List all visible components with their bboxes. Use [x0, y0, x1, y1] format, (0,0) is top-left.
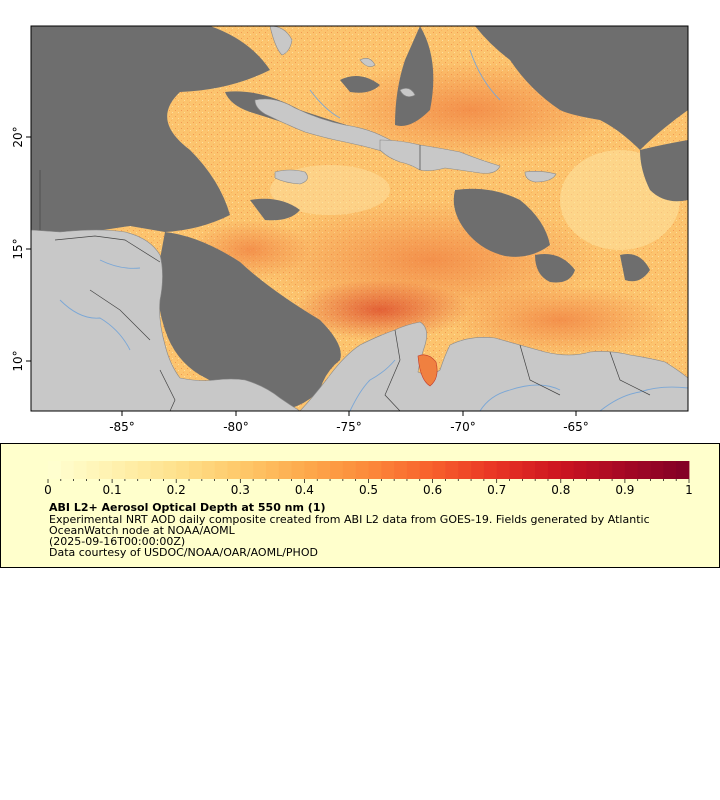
colorbar-tick-label: 0.8 — [551, 483, 570, 497]
colorbar-cell — [189, 461, 203, 479]
land-mass — [31, 26, 688, 411]
colorbar-cell — [227, 461, 241, 479]
lon-tick-label: -65° — [563, 420, 589, 434]
map-frame — [30, 25, 689, 412]
colorbar-cell — [99, 461, 113, 479]
colorbar-cell — [201, 461, 216, 479]
colorbar-cell — [214, 461, 228, 479]
colorbar-tick-label: 0.6 — [423, 483, 442, 497]
colorbar-cell — [406, 461, 421, 479]
borders — [39, 145, 651, 411]
colorbar-cell — [368, 461, 382, 479]
colorbar-cell — [278, 461, 292, 479]
colorbar-cell — [60, 461, 75, 479]
colorbar-cell — [304, 461, 318, 479]
colorbar-tick-label: 0.5 — [359, 483, 378, 497]
colorbar-cell — [432, 461, 446, 479]
colorbar-cell — [650, 461, 664, 479]
colorbar-cell — [663, 461, 677, 479]
colorbar-cell — [240, 461, 254, 479]
colorbar-cell — [163, 461, 177, 479]
colorbar-tick-label: 0.9 — [615, 483, 634, 497]
colorbar-cell — [676, 461, 690, 479]
legend-panel: 0 0.1 0.2 0.3 0.4 0.5 0.6 0.7 0.8 0.9 1 ABI L2+ Ae… — [0, 443, 720, 568]
colorbar-cell — [112, 461, 126, 479]
colorbar-tick-label: 0.3 — [231, 483, 250, 497]
legend-credit: Data courtesy of USDOC/NOAA/OAR/AOML/PHO… — [49, 546, 318, 559]
colorbar-cell — [86, 461, 100, 479]
colorbar-cell — [483, 461, 498, 479]
colorbar-tick-label: 0 — [44, 483, 52, 497]
colorbar-cell — [137, 461, 151, 479]
colorbar-cell — [73, 461, 87, 479]
colorbar-tick-label: 1 — [685, 483, 693, 497]
colorbar-tick-label: 0.4 — [295, 483, 314, 497]
colorbar-cell — [522, 461, 536, 479]
colorbar-cell — [176, 461, 190, 479]
colorbar-cell — [253, 461, 267, 479]
colorbar-cell — [586, 461, 600, 479]
colorbar-tick-label: 0.1 — [103, 483, 122, 497]
colorbar-tick-label: 0.2 — [167, 483, 186, 497]
colorbar-cell — [394, 461, 408, 479]
colorbar-cell — [496, 461, 510, 479]
legend-title: ABI L2+ Aerosol Optical Depth at 550 nm … — [49, 501, 326, 514]
colorbar-cells — [48, 461, 690, 479]
legend-description-cont: OceanWatch node at NOAA/AOML — [49, 524, 235, 537]
colorbar: 0 0.1 0.2 0.3 0.4 0.5 0.6 0.7 0.8 0.9 1 — [44, 461, 693, 497]
colorbar-cell — [599, 461, 613, 479]
colorbar-cell — [560, 461, 575, 479]
legend-date: (2025-09-16T00:00:00Z) — [49, 535, 186, 548]
colorbar-cell — [535, 461, 549, 479]
colorbar-cell — [124, 461, 139, 479]
colorbar-cell — [637, 461, 651, 479]
colorbar-cell — [612, 461, 626, 479]
colorbar-ticks: 0 0.1 0.2 0.3 0.4 0.5 0.6 0.7 0.8 0.9 1 — [44, 479, 693, 497]
lon-axis: -85° -80° -75° -70° -65° — [109, 411, 589, 434]
colorbar-cell — [317, 461, 331, 479]
colorbar-cell — [471, 461, 485, 479]
colorbar-cell — [458, 461, 472, 479]
colorbar-cell — [573, 461, 587, 479]
colorbar-cell — [330, 461, 344, 479]
rivers — [59, 49, 688, 411]
lon-tick-label: -85° — [109, 420, 135, 434]
lat-tick-label: 15° — [11, 238, 25, 259]
lat-tick-label: 10° — [11, 350, 25, 371]
lon-tick-label: -75° — [336, 420, 362, 434]
colorbar-cell — [48, 461, 62, 479]
colorbar-cell — [355, 461, 369, 479]
colorbar-cell — [509, 461, 523, 479]
colorbar-cell — [419, 461, 433, 479]
lat-axis: 20° 15° 10° — [11, 126, 31, 372]
colorbar-cell — [547, 461, 562, 479]
lon-tick-label: -80° — [223, 420, 249, 434]
colorbar-cell — [265, 461, 280, 479]
colorbar-cell — [291, 461, 305, 479]
colorbar-tick-label: 0.7 — [487, 483, 506, 497]
aod-map: -85° -80° -75° -70° -65° 20° 15° 10° — [11, 25, 689, 434]
legend-description: Experimental NRT AOD daily composite cre… — [49, 513, 650, 526]
lat-tick-label: 20° — [11, 126, 25, 147]
colorbar-cell — [445, 461, 459, 479]
colorbar-cell — [624, 461, 639, 479]
colorbar-cell — [342, 461, 357, 479]
lon-tick-label: -70° — [450, 420, 476, 434]
colorbar-cell — [150, 461, 164, 479]
colorbar-cell — [381, 461, 395, 479]
